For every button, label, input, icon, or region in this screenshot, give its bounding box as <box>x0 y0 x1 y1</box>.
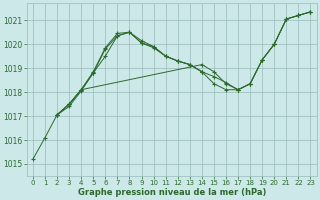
X-axis label: Graphe pression niveau de la mer (hPa): Graphe pression niveau de la mer (hPa) <box>77 188 266 197</box>
